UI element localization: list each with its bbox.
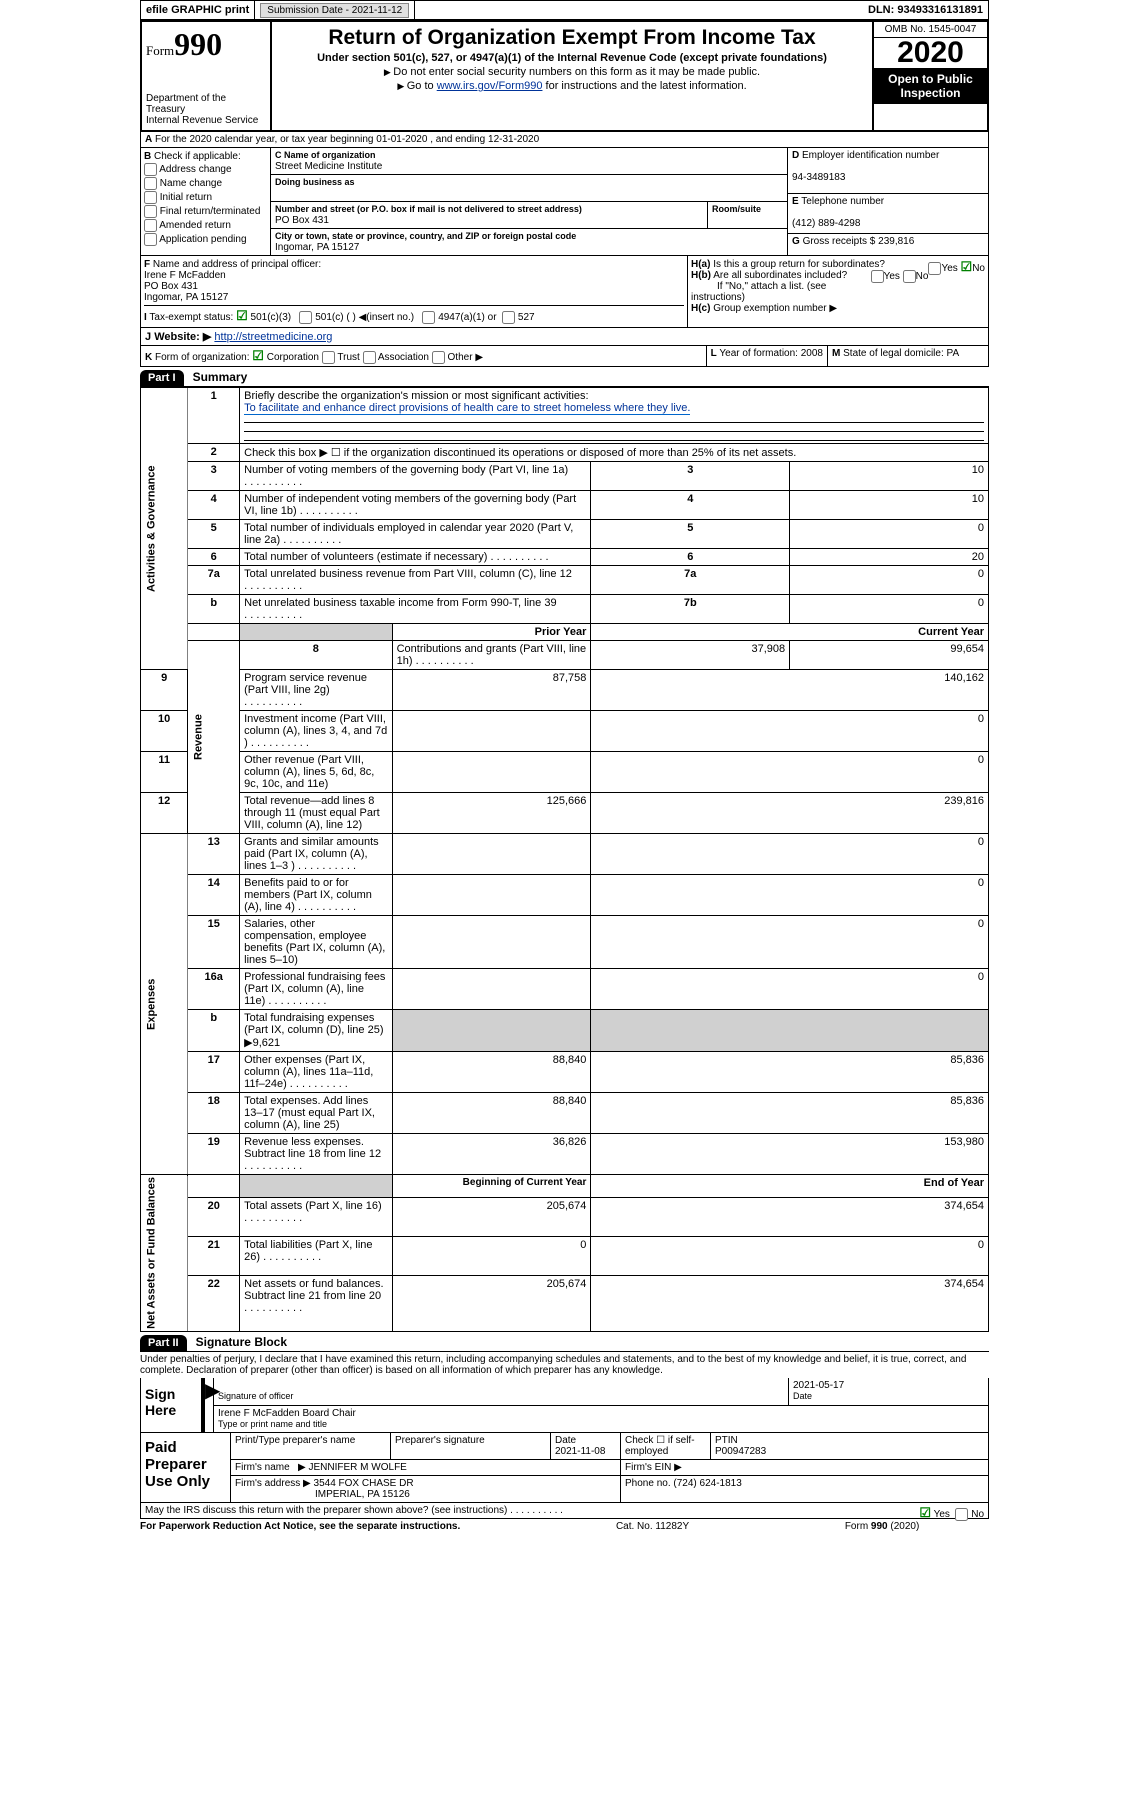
col-d: D Employer identification number94-34891… — [788, 148, 988, 255]
cb-other[interactable] — [432, 351, 445, 364]
form-header: Form990 Department of the Treasury Inter… — [140, 20, 989, 132]
cb-initial-return[interactable] — [144, 191, 157, 204]
header-right: OMB No. 1545-0047 2020 Open to Public In… — [872, 22, 987, 130]
cb-discuss-no[interactable] — [955, 1508, 968, 1521]
website-link[interactable]: http://streetmedicine.org — [214, 331, 332, 343]
cb-trust[interactable] — [322, 351, 335, 364]
cb-527[interactable] — [502, 311, 515, 324]
side-na: Net Assets or Fund Balances — [141, 1175, 188, 1332]
declaration: Under penalties of perjury, I declare th… — [140, 1352, 989, 1378]
part1-head: Part I Summary — [140, 370, 989, 387]
part1-table: Activities & Governance 1Briefly describ… — [140, 387, 989, 1332]
form990-link[interactable]: www.irs.gov/Form990 — [437, 80, 543, 92]
col-b: B Check if applicable: Address change Na… — [141, 148, 271, 255]
part2-head: Part II Signature Block — [140, 1335, 989, 1352]
cb-501c[interactable] — [299, 311, 312, 324]
top-bar: efile GRAPHIC print Submission Date - 20… — [140, 0, 989, 20]
header-center: Return of Organization Exempt From Incom… — [272, 22, 872, 130]
side-exp: Expenses — [141, 834, 188, 1175]
section-bcdefg: B Check if applicable: Address change Na… — [140, 148, 989, 256]
col-f: F Name and address of principal officer:… — [141, 256, 688, 327]
irs-discuss: May the IRS discuss this return with the… — [140, 1503, 989, 1519]
form-title: Return of Organization Exempt From Incom… — [276, 26, 868, 50]
line-j: J Website: ▶ http://streetmedicine.org — [140, 328, 989, 346]
spacer — [415, 1, 863, 19]
cb-address-change[interactable] — [144, 163, 157, 176]
cb-app-pending[interactable] — [144, 233, 157, 246]
submission-btn[interactable]: Submission Date - 2021-11-12 — [260, 3, 409, 18]
line-k: K Form of organization: ☑ Corporation Tr… — [140, 346, 989, 367]
section-fhi: F Name and address of principal officer:… — [140, 256, 989, 328]
submission-date: Submission Date - 2021-11-12 — [255, 1, 415, 19]
dln: DLN: 93493316131891 — [863, 1, 988, 19]
col-c: C Name of organizationStreet Medicine In… — [271, 148, 788, 255]
col-h: H(a) Is this a group return for subordin… — [688, 256, 988, 327]
sign-here-block: Sign Here ▶ Signature of officer 2021-05… — [140, 1378, 989, 1433]
cb-hb-no[interactable] — [903, 270, 916, 283]
cb-hb-yes[interactable] — [871, 270, 884, 283]
header-left: Form990 Department of the Treasury Inter… — [142, 22, 272, 130]
cb-final-return[interactable] — [144, 205, 157, 218]
efile-label: efile GRAPHIC print — [141, 1, 255, 19]
side-rev: Revenue — [188, 641, 240, 834]
footer: For Paperwork Reduction Act Notice, see … — [140, 1519, 919, 1534]
cb-ha-yes[interactable] — [928, 262, 941, 275]
side-ag: Activities & Governance — [141, 388, 188, 670]
paid-preparer: Paid Preparer Use Only Print/Type prepar… — [140, 1433, 989, 1503]
line-a: A For the 2020 calendar year, or tax yea… — [140, 132, 989, 148]
cb-amended[interactable] — [144, 219, 157, 232]
part1-bar: Part I — [140, 370, 184, 386]
cb-assoc[interactable] — [363, 351, 376, 364]
cb-4947[interactable] — [422, 311, 435, 324]
cb-name-change[interactable] — [144, 177, 157, 190]
